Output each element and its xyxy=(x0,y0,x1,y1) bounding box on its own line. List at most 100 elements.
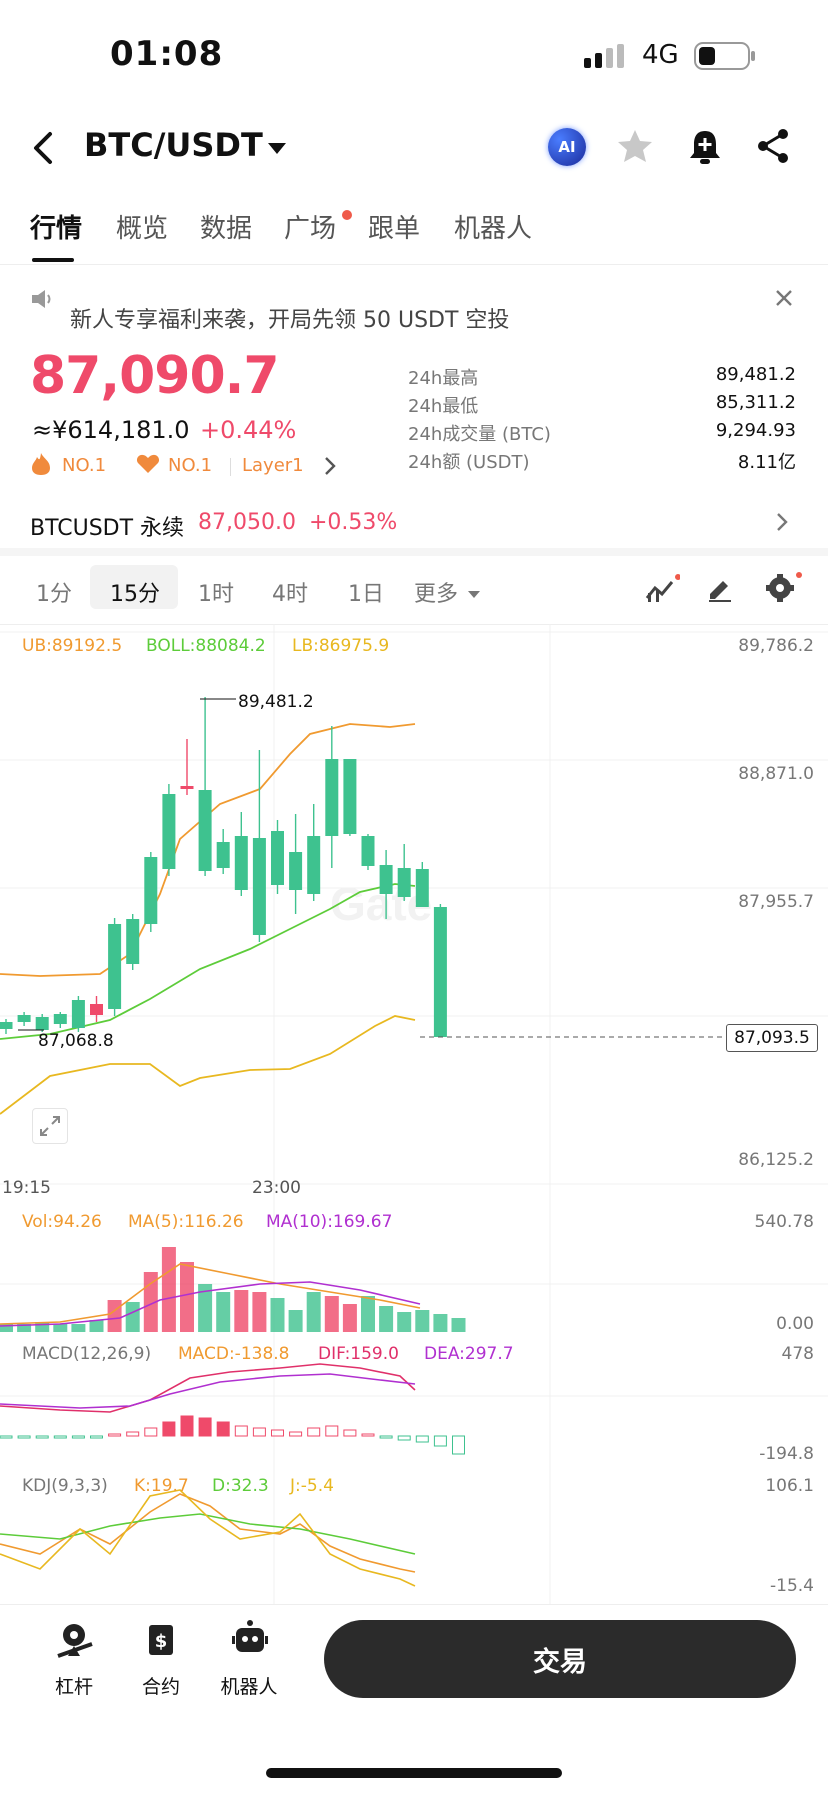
macd-histogram-bar xyxy=(234,1425,248,1437)
volume-bar xyxy=(71,1324,86,1332)
nav-bots[interactable]: 机器人 xyxy=(220,1676,278,1698)
timeframe-active-bg xyxy=(90,565,178,609)
last-price-tag: 87,093.5 xyxy=(726,1024,818,1052)
perp-price[interactable]: 87,050.0 +0.53% xyxy=(198,510,397,535)
timeframe-1m[interactable]: 1分 xyxy=(36,582,72,607)
volume-bar xyxy=(397,1312,412,1332)
y-axis-label: 89,786.2 xyxy=(738,636,814,656)
candle-body xyxy=(35,1017,49,1030)
candle-body xyxy=(0,1022,13,1029)
macd-histogram-bar xyxy=(126,1431,140,1437)
tab-overview[interactable]: 概览 xyxy=(116,214,169,244)
settings-gear-icon[interactable] xyxy=(766,572,802,608)
boll-lower-line xyxy=(0,1015,416,1115)
share-icon[interactable] xyxy=(756,128,790,168)
boll-upper-line xyxy=(0,723,416,977)
candle-body xyxy=(415,869,429,907)
stat-value-low: 85,311.2 xyxy=(715,392,796,413)
volume-bar xyxy=(324,1296,339,1332)
boll-mid: BOLL:88084.2 xyxy=(146,636,266,656)
low-marker-label: 87,068.8 xyxy=(38,1031,114,1051)
candle-body xyxy=(108,924,122,1009)
y-axis-label: 88,871.0 xyxy=(738,764,814,784)
nav-contract[interactable]: 合约 xyxy=(141,1676,180,1698)
macd-histogram-bar xyxy=(433,1435,447,1447)
macd-histogram-bar xyxy=(35,1435,49,1439)
bell-plus-icon[interactable] xyxy=(688,128,722,170)
volume-bar xyxy=(216,1292,231,1332)
macd-histogram-bar xyxy=(162,1421,176,1437)
fire-icon xyxy=(30,452,52,480)
leverage-icon[interactable] xyxy=(56,1622,94,1662)
candle-body xyxy=(71,1000,85,1028)
draw-pencil-icon[interactable] xyxy=(706,574,734,606)
candle-body xyxy=(126,919,140,964)
volume-bar xyxy=(270,1298,285,1332)
divider xyxy=(0,624,828,625)
candle-body xyxy=(53,1014,67,1024)
candle-body xyxy=(325,759,339,836)
svg-text:$: $ xyxy=(155,1631,168,1652)
candle-body xyxy=(307,836,321,894)
boll-middle-line xyxy=(0,883,416,1040)
robot-icon[interactable] xyxy=(232,1620,268,1660)
kdj-axis-max: 106.1 xyxy=(765,1476,814,1496)
timeframe-1d[interactable]: 1日 xyxy=(348,582,384,607)
y-axis-label: 86,125.2 xyxy=(738,1150,814,1170)
star-icon[interactable] xyxy=(616,128,654,168)
tab-bots[interactable]: 机器人 xyxy=(454,214,533,244)
perp-label[interactable]: BTCUSDT 永续 xyxy=(30,516,185,541)
volume-bar xyxy=(433,1314,448,1332)
macd-histogram-bar xyxy=(361,1433,375,1437)
back-icon[interactable] xyxy=(30,130,58,170)
macd-axis-max: 478 xyxy=(781,1344,814,1364)
candle-body xyxy=(397,868,411,897)
tab-data[interactable]: 数据 xyxy=(200,214,253,244)
tag-layer1[interactable]: Layer1 xyxy=(242,455,304,476)
tab-copy-trading[interactable]: 跟单 xyxy=(368,214,421,244)
chart-grid xyxy=(0,624,828,1604)
volume-bar xyxy=(288,1310,303,1332)
tab-square[interactable]: 广场 xyxy=(284,214,337,244)
candle-body xyxy=(90,1004,103,1015)
rank-badge-hot[interactable]: NO.1 xyxy=(62,455,107,476)
timeframe-1h[interactable]: 1时 xyxy=(198,582,234,607)
timeframe-4h[interactable]: 4时 xyxy=(272,582,308,607)
candle-body xyxy=(17,1015,31,1022)
trade-button[interactable]: 交易 xyxy=(324,1620,796,1698)
volume-bar xyxy=(361,1296,375,1332)
macd-histogram-bar xyxy=(0,1435,13,1439)
close-icon[interactable] xyxy=(774,288,794,312)
macd-histogram-bar xyxy=(180,1415,194,1437)
macd-histogram-bar xyxy=(415,1435,429,1443)
timeframe-15m[interactable]: 15分 xyxy=(110,582,160,607)
contract-icon[interactable]: $ xyxy=(146,1622,176,1662)
candle-body xyxy=(234,836,248,890)
caret-down-icon[interactable] xyxy=(468,584,480,603)
candle-body xyxy=(162,794,176,869)
promo-banner-text[interactable]: 新人专享福利来袭，开局先领 50 USDT 空投 xyxy=(70,308,510,333)
rank-badge-fav[interactable]: NO.1 xyxy=(168,455,213,476)
kline-chart[interactable]: Gate xyxy=(0,624,828,1604)
timeframe-more[interactable]: 更多 xyxy=(414,582,459,607)
pair-selector[interactable]: BTC/USDT xyxy=(84,126,263,164)
kdj-title: KDJ(9,3,3) xyxy=(22,1476,108,1496)
stat-value-turnover: 8.11亿 xyxy=(737,452,796,473)
tab-market[interactable]: 行情 xyxy=(30,214,83,244)
ai-label: AI xyxy=(558,138,576,156)
macd-dif-line xyxy=(0,1363,416,1413)
chevron-right-icon[interactable] xyxy=(324,456,336,480)
chevron-down-icon[interactable] xyxy=(268,140,286,159)
boll-lines xyxy=(0,723,416,1115)
nav-leverage[interactable]: 杠杆 xyxy=(54,1676,93,1698)
indicator-icon[interactable] xyxy=(644,574,681,608)
kdj-axis-min: -15.4 xyxy=(770,1576,814,1596)
ai-icon[interactable]: AI xyxy=(548,128,586,166)
volume-bar xyxy=(125,1302,140,1332)
chevron-right-icon[interactable] xyxy=(776,512,788,536)
expand-icon[interactable] xyxy=(32,1108,68,1144)
boll-lb: LB:86975.9 xyxy=(292,636,390,656)
network-label: 4G xyxy=(642,40,679,70)
stat-value-high: 89,481.2 xyxy=(715,364,796,385)
y-axis-label: 87,955.7 xyxy=(738,892,814,912)
